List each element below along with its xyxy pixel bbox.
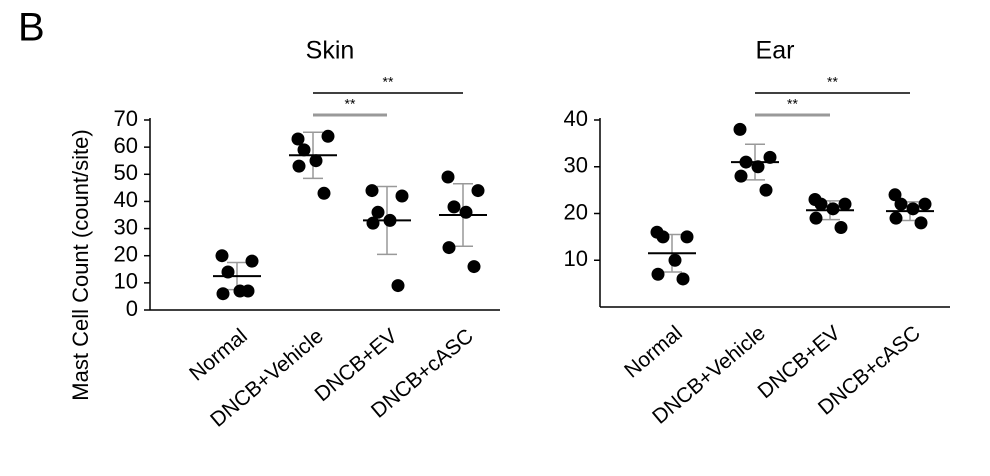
data-point [657,230,670,243]
data-point [677,272,690,285]
x-tick-label: Normal [185,324,252,385]
data-point [735,170,748,183]
data-point [442,171,455,184]
data-point [669,254,682,267]
data-point [293,160,306,173]
y-tick-label: 10 [564,246,588,271]
data-point [468,260,481,273]
data-point [815,198,828,211]
data-point [367,217,380,230]
data-point [318,187,331,200]
y-tick-label: 70 [114,106,138,131]
data-point [810,212,823,225]
y-tick-label: 40 [564,106,588,131]
data-point [827,202,840,215]
data-point [839,198,852,211]
y-tick-label: 50 [114,160,138,185]
data-point [472,184,485,197]
significance-label: ** [787,96,798,112]
y-tick-label: 0 [126,296,138,321]
data-point [734,123,747,136]
data-point [392,279,405,292]
figure: B Mast Cell Count (count/site) Skin01020… [0,0,990,476]
data-point [681,230,694,243]
data-point [890,212,903,225]
data-point [366,184,379,197]
data-point [835,221,848,234]
y-tick-label: 10 [114,269,138,294]
data-point [907,202,920,215]
significance-label: ** [827,74,838,90]
data-point [895,198,908,211]
y-tick-label: 40 [114,187,138,212]
data-point [448,200,461,213]
data-point [443,241,456,254]
y-tick-label: 30 [114,214,138,239]
chart-title: Skin [306,37,355,65]
data-point [246,255,259,268]
y-tick-label: 30 [564,153,588,178]
data-point [322,130,335,143]
y-tick-label: 60 [114,133,138,158]
x-tick-label: Normal [620,321,687,382]
data-point [652,268,665,281]
data-point [216,249,229,262]
significance-label: ** [345,96,356,112]
panel-label: B [18,6,45,50]
y-tick-label: 20 [114,242,138,267]
data-point [460,206,473,219]
data-point [217,287,230,300]
data-point [242,285,255,298]
chart-title: Ear [756,37,795,65]
y-axis-label: Mast Cell Count (count/site) [68,129,93,400]
data-point [919,198,932,211]
data-point [396,190,409,203]
significance-label: ** [383,74,394,90]
data-point [915,216,928,229]
y-tick-label: 20 [564,199,588,224]
data-point [760,184,773,197]
